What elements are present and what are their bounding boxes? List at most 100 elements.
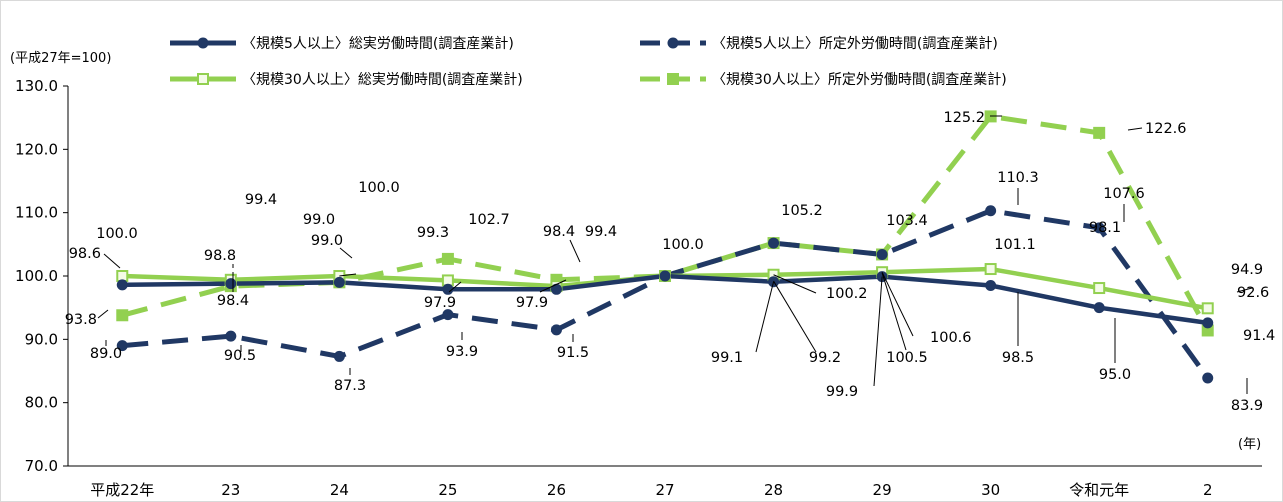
leader-line xyxy=(1127,127,1143,131)
data-label-0-0: 98.6 xyxy=(69,246,101,262)
data-label-0-7: 99.9 xyxy=(826,384,858,400)
data-label-0-10: 92.6 xyxy=(1237,285,1269,301)
data-label-1-3: 93.9 xyxy=(446,344,478,360)
data-point-0-8 xyxy=(985,280,997,291)
leader-line xyxy=(755,281,775,353)
leader-line xyxy=(569,239,581,263)
data-label-3-6: 105.2 xyxy=(781,203,823,219)
data-point-1-0 xyxy=(116,340,128,352)
y-tick-label: 90.0 xyxy=(25,330,58,348)
data-point-0-5 xyxy=(659,270,671,282)
data-label-2-9: 98.1 xyxy=(1089,220,1121,236)
data-point-0-3 xyxy=(442,283,454,295)
data-label-0-2: 99.0 xyxy=(311,233,343,249)
data-label-2-5: 100.0 xyxy=(662,237,704,253)
x-tick-label: 28 xyxy=(764,481,783,499)
data-label-2-6: 100.2 xyxy=(826,286,868,302)
data-label-1-0: 89.0 xyxy=(90,346,122,362)
data-point-2-10 xyxy=(1201,302,1214,315)
data-label-3-1: 98.4 xyxy=(217,293,249,309)
data-label-2-4: 98.4 xyxy=(543,224,575,240)
data-point-0-9 xyxy=(1093,302,1105,314)
data-label-0-8: 98.5 xyxy=(1002,350,1034,366)
leader-line xyxy=(1236,287,1253,293)
data-point-1-10 xyxy=(1202,372,1214,384)
data-point-1-7 xyxy=(876,248,888,260)
x-tick-label: 24 xyxy=(330,481,349,499)
data-label-3-10: 91.4 xyxy=(1243,328,1275,344)
leader-line xyxy=(881,271,914,337)
x-tick-label: 27 xyxy=(655,481,674,499)
legend-marker-2 xyxy=(197,73,209,85)
data-label-2-3: 99.3 xyxy=(417,225,449,241)
x-tick-label: 令和元年 xyxy=(1069,481,1129,499)
legend-label-3: 〈規模30人以上〉所定外労働時間(調査産業計) xyxy=(712,72,1007,88)
data-label-0-3: 97.9 xyxy=(424,295,456,311)
leader-line xyxy=(448,281,462,293)
data-point-1-4 xyxy=(550,324,562,336)
data-label-3-2: 99.0 xyxy=(303,212,335,228)
y-tick-label: 70.0 xyxy=(25,457,58,475)
legend-label-0: 〈規模5人以上〉総実労働時間(調査産業計) xyxy=(242,36,514,52)
data-label-1-4: 91.5 xyxy=(557,345,589,361)
legend-marker-1 xyxy=(667,37,679,49)
x-tick-label: 平成22年 xyxy=(90,481,154,499)
x-tick-label: 23 xyxy=(221,481,240,499)
data-label-extra-0: 99.2 xyxy=(809,350,841,366)
legend-marker-3 xyxy=(667,73,679,85)
x-tick-label: 29 xyxy=(873,481,892,499)
data-point-1-2 xyxy=(333,350,345,362)
data-label-0-6: 99.1 xyxy=(711,350,743,366)
data-point-3-0 xyxy=(116,309,129,322)
data-label-2-10: 94.9 xyxy=(1231,262,1263,278)
data-label-extra-1: 100.5 xyxy=(886,350,928,366)
data-point-1-6 xyxy=(768,237,780,249)
leader-line xyxy=(773,280,817,353)
data-point-3-9 xyxy=(1093,126,1106,139)
data-point-0-0 xyxy=(116,279,128,291)
legend-marker-0 xyxy=(197,37,209,49)
data-point-2-9 xyxy=(1093,282,1106,295)
data-label-1-10: 83.9 xyxy=(1231,398,1263,414)
data-point-0-4 xyxy=(550,283,562,295)
data-point-0-1 xyxy=(225,278,237,290)
data-label-0-1: 98.8 xyxy=(204,248,236,264)
leader-line xyxy=(873,276,883,387)
data-label-2-0: 100.0 xyxy=(96,226,138,242)
y-tick-label: 100.0 xyxy=(15,267,58,285)
y-tick-label: 80.0 xyxy=(25,394,58,412)
leader-line xyxy=(339,273,357,277)
data-label-2-8: 101.1 xyxy=(994,237,1036,253)
data-point-3-3 xyxy=(441,252,454,265)
data-point-2-8 xyxy=(984,263,997,276)
data-point-1-3 xyxy=(442,309,454,321)
data-label-3-9: 122.6 xyxy=(1145,121,1187,137)
x-tick-label: 26 xyxy=(547,481,566,499)
data-label-0-4: 97.9 xyxy=(516,295,548,311)
data-label-1-2: 87.3 xyxy=(334,378,366,394)
data-label-1-8: 110.3 xyxy=(997,170,1039,186)
leader-line xyxy=(97,309,109,319)
data-label-3-4: 99.4 xyxy=(585,224,617,240)
leader-line xyxy=(539,279,567,293)
data-label-2-1: 99.4 xyxy=(245,192,277,208)
data-point-0-10 xyxy=(1202,317,1214,329)
legend-label-2: 〈規模30人以上〉総実労働時間(調査産業計) xyxy=(242,72,523,88)
y-unit-label: (平成27年=100) xyxy=(10,51,111,66)
data-label-1-1: 90.5 xyxy=(224,348,256,364)
x-tick-label: 30 xyxy=(981,481,1000,499)
leader-line xyxy=(773,274,817,294)
data-label-3-3: 102.7 xyxy=(468,212,510,228)
data-label-1-9: 107.6 xyxy=(1103,186,1145,202)
data-label-3-0: 93.8 xyxy=(65,312,97,328)
leader-line xyxy=(881,272,907,351)
leader-line xyxy=(339,247,353,259)
x-tick-label: 2 xyxy=(1203,481,1213,499)
y-tick-label: 120.0 xyxy=(15,140,58,158)
x-unit-label: (年) xyxy=(1238,437,1261,452)
data-label-3-8: 125.2 xyxy=(943,110,985,126)
data-label-2-7: 100.6 xyxy=(930,330,972,346)
